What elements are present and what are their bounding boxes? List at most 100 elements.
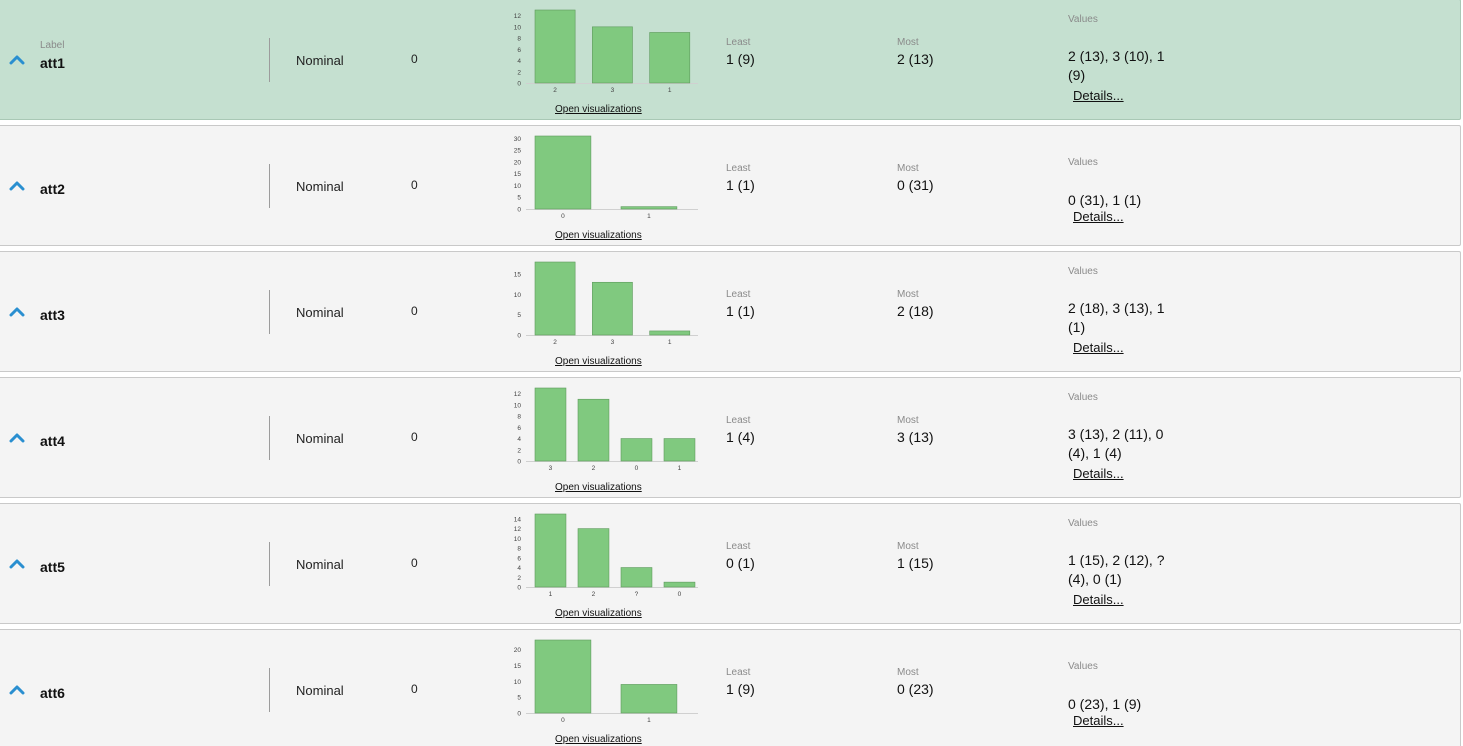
bar[interactable]: [534, 261, 576, 336]
bar[interactable]: [592, 281, 633, 336]
attribute-name: att4: [40, 433, 65, 449]
y-tick-label: 25: [514, 148, 522, 155]
most-value: 0 (31): [897, 177, 934, 193]
values-caption: Values: [1068, 266, 1098, 277]
bar[interactable]: [649, 330, 691, 336]
column-divider: [269, 164, 270, 208]
details-link[interactable]: Details...: [1073, 713, 1124, 728]
bar[interactable]: [663, 581, 696, 588]
attribute-row-att2[interactable]: att2 Nominal 0 0 5 10 15 20 25 30 0 1 Open visua…: [0, 125, 1461, 246]
bar[interactable]: [620, 567, 653, 588]
column-divider: [269, 416, 270, 460]
open-visualizations-link[interactable]: Open visualizations: [555, 104, 642, 115]
bar[interactable]: [592, 26, 633, 84]
x-tick-label: 3: [549, 465, 553, 472]
most-value: 2 (13): [897, 51, 934, 67]
y-tick-label: 5: [517, 195, 521, 202]
attribute-type: Nominal: [296, 557, 344, 572]
details-link[interactable]: Details...: [1073, 340, 1124, 355]
bar[interactable]: [620, 206, 678, 210]
open-visualizations-link[interactable]: Open visualizations: [555, 482, 642, 493]
attribute-type: Nominal: [296, 431, 344, 446]
missing-count: 0: [411, 682, 418, 696]
value-distribution-chart[interactable]: 0 5 10 15 20 0 1: [508, 633, 703, 729]
least-caption: Least: [726, 415, 751, 426]
bar[interactable]: [620, 438, 653, 462]
chevron-up-icon[interactable]: [9, 430, 25, 444]
bar[interactable]: [534, 387, 567, 462]
details-link[interactable]: Details...: [1073, 592, 1124, 607]
least-value: 1 (9): [726, 681, 755, 697]
x-tick-label: 0: [635, 465, 639, 472]
y-tick-label: 0: [517, 459, 521, 466]
open-visualizations-link[interactable]: Open visualizations: [555, 734, 642, 745]
chevron-up-icon[interactable]: [9, 178, 25, 192]
y-tick-label: 2: [517, 447, 521, 454]
least-value: 1 (9): [726, 51, 755, 67]
values-list: 3 (13), 2 (11), 0 (4), 1 (4): [1068, 426, 1164, 461]
value-distribution-chart[interactable]: 0 5 10 15 20 25 30 0 1: [508, 129, 703, 225]
most-caption: Most: [897, 289, 919, 300]
y-tick-label: 2: [517, 69, 521, 76]
y-tick-label: 0: [517, 711, 521, 718]
label-caption: Label: [40, 40, 65, 51]
bar[interactable]: [577, 398, 610, 462]
bar[interactable]: [577, 528, 610, 588]
y-tick-label: 10: [514, 24, 522, 31]
y-tick-label: 30: [514, 136, 522, 143]
column-divider: [269, 542, 270, 586]
y-tick-label: 12: [514, 526, 522, 533]
bar[interactable]: [534, 513, 567, 588]
x-tick-label: 1: [678, 465, 682, 472]
attribute-name: att1: [40, 55, 65, 71]
y-tick-label: 2: [517, 575, 521, 582]
bar[interactable]: [620, 684, 678, 714]
x-tick-label: 1: [647, 717, 651, 724]
chevron-up-icon[interactable]: [9, 682, 25, 696]
chevron-up-icon[interactable]: [9, 52, 25, 66]
y-tick-label: 12: [514, 13, 522, 20]
least-caption: Least: [726, 667, 751, 678]
attribute-name: att6: [40, 685, 65, 701]
attribute-row-att6[interactable]: att6 Nominal 0 0 5 10 15 20 0 1 Open visualiza…: [0, 629, 1461, 746]
chevron-up-icon[interactable]: [9, 556, 25, 570]
least-caption: Least: [726, 541, 751, 552]
details-link[interactable]: Details...: [1073, 209, 1124, 224]
value-distribution-chart[interactable]: 0 2 4 6 8 10 12 2 3 1: [508, 3, 703, 99]
attribute-row-att4[interactable]: att4 Nominal 0 0 2 4 6 8 10 12 3 2 0 1 Open visual…: [0, 377, 1461, 498]
bar[interactable]: [534, 9, 576, 84]
bar[interactable]: [649, 32, 691, 84]
y-tick-label: 5: [517, 695, 521, 702]
details-link[interactable]: Details...: [1073, 466, 1124, 481]
open-visualizations-link[interactable]: Open visualizations: [555, 356, 642, 367]
y-tick-label: 10: [514, 292, 522, 299]
x-tick-label: 0: [561, 717, 565, 724]
y-tick-label: 10: [514, 679, 522, 686]
most-caption: Most: [897, 37, 919, 48]
values-list: 0 (31), 1 (1): [1068, 192, 1142, 208]
bar[interactable]: [663, 438, 696, 462]
bar[interactable]: [534, 639, 592, 714]
open-visualizations-link[interactable]: Open visualizations: [555, 608, 642, 619]
y-tick-label: 4: [517, 436, 521, 443]
y-tick-label: 5: [517, 312, 521, 319]
values-caption: Values: [1068, 14, 1098, 25]
attribute-name: att3: [40, 307, 65, 323]
chevron-up-icon[interactable]: [9, 304, 25, 318]
value-distribution-chart[interactable]: 0 2 4 6 8 10 12 3 2 0 1: [508, 381, 703, 477]
y-tick-label: 12: [514, 391, 522, 398]
open-visualizations-link[interactable]: Open visualizations: [555, 230, 642, 241]
details-link[interactable]: Details...: [1073, 88, 1124, 103]
least-caption: Least: [726, 37, 751, 48]
attribute-row-att1[interactable]: Label att1 Nominal 0 0 2 4 6 8 10 12 2 3 1 Open v…: [0, 0, 1461, 120]
values-caption: Values: [1068, 392, 1098, 403]
most-caption: Most: [897, 667, 919, 678]
attribute-row-att5[interactable]: att5 Nominal 0 0 2 4 6 8 10 12 14 1 2? 0 Open visu…: [0, 503, 1461, 624]
y-tick-label: 10: [514, 183, 522, 190]
attribute-row-att3[interactable]: att3 Nominal 0 0 5 10 15 2 3 1 Open visualizat…: [0, 251, 1461, 372]
missing-count: 0: [411, 52, 418, 66]
value-distribution-chart[interactable]: 0 5 10 15 2 3 1: [508, 255, 703, 351]
bar[interactable]: [534, 135, 592, 210]
y-tick-label: 20: [514, 647, 522, 654]
